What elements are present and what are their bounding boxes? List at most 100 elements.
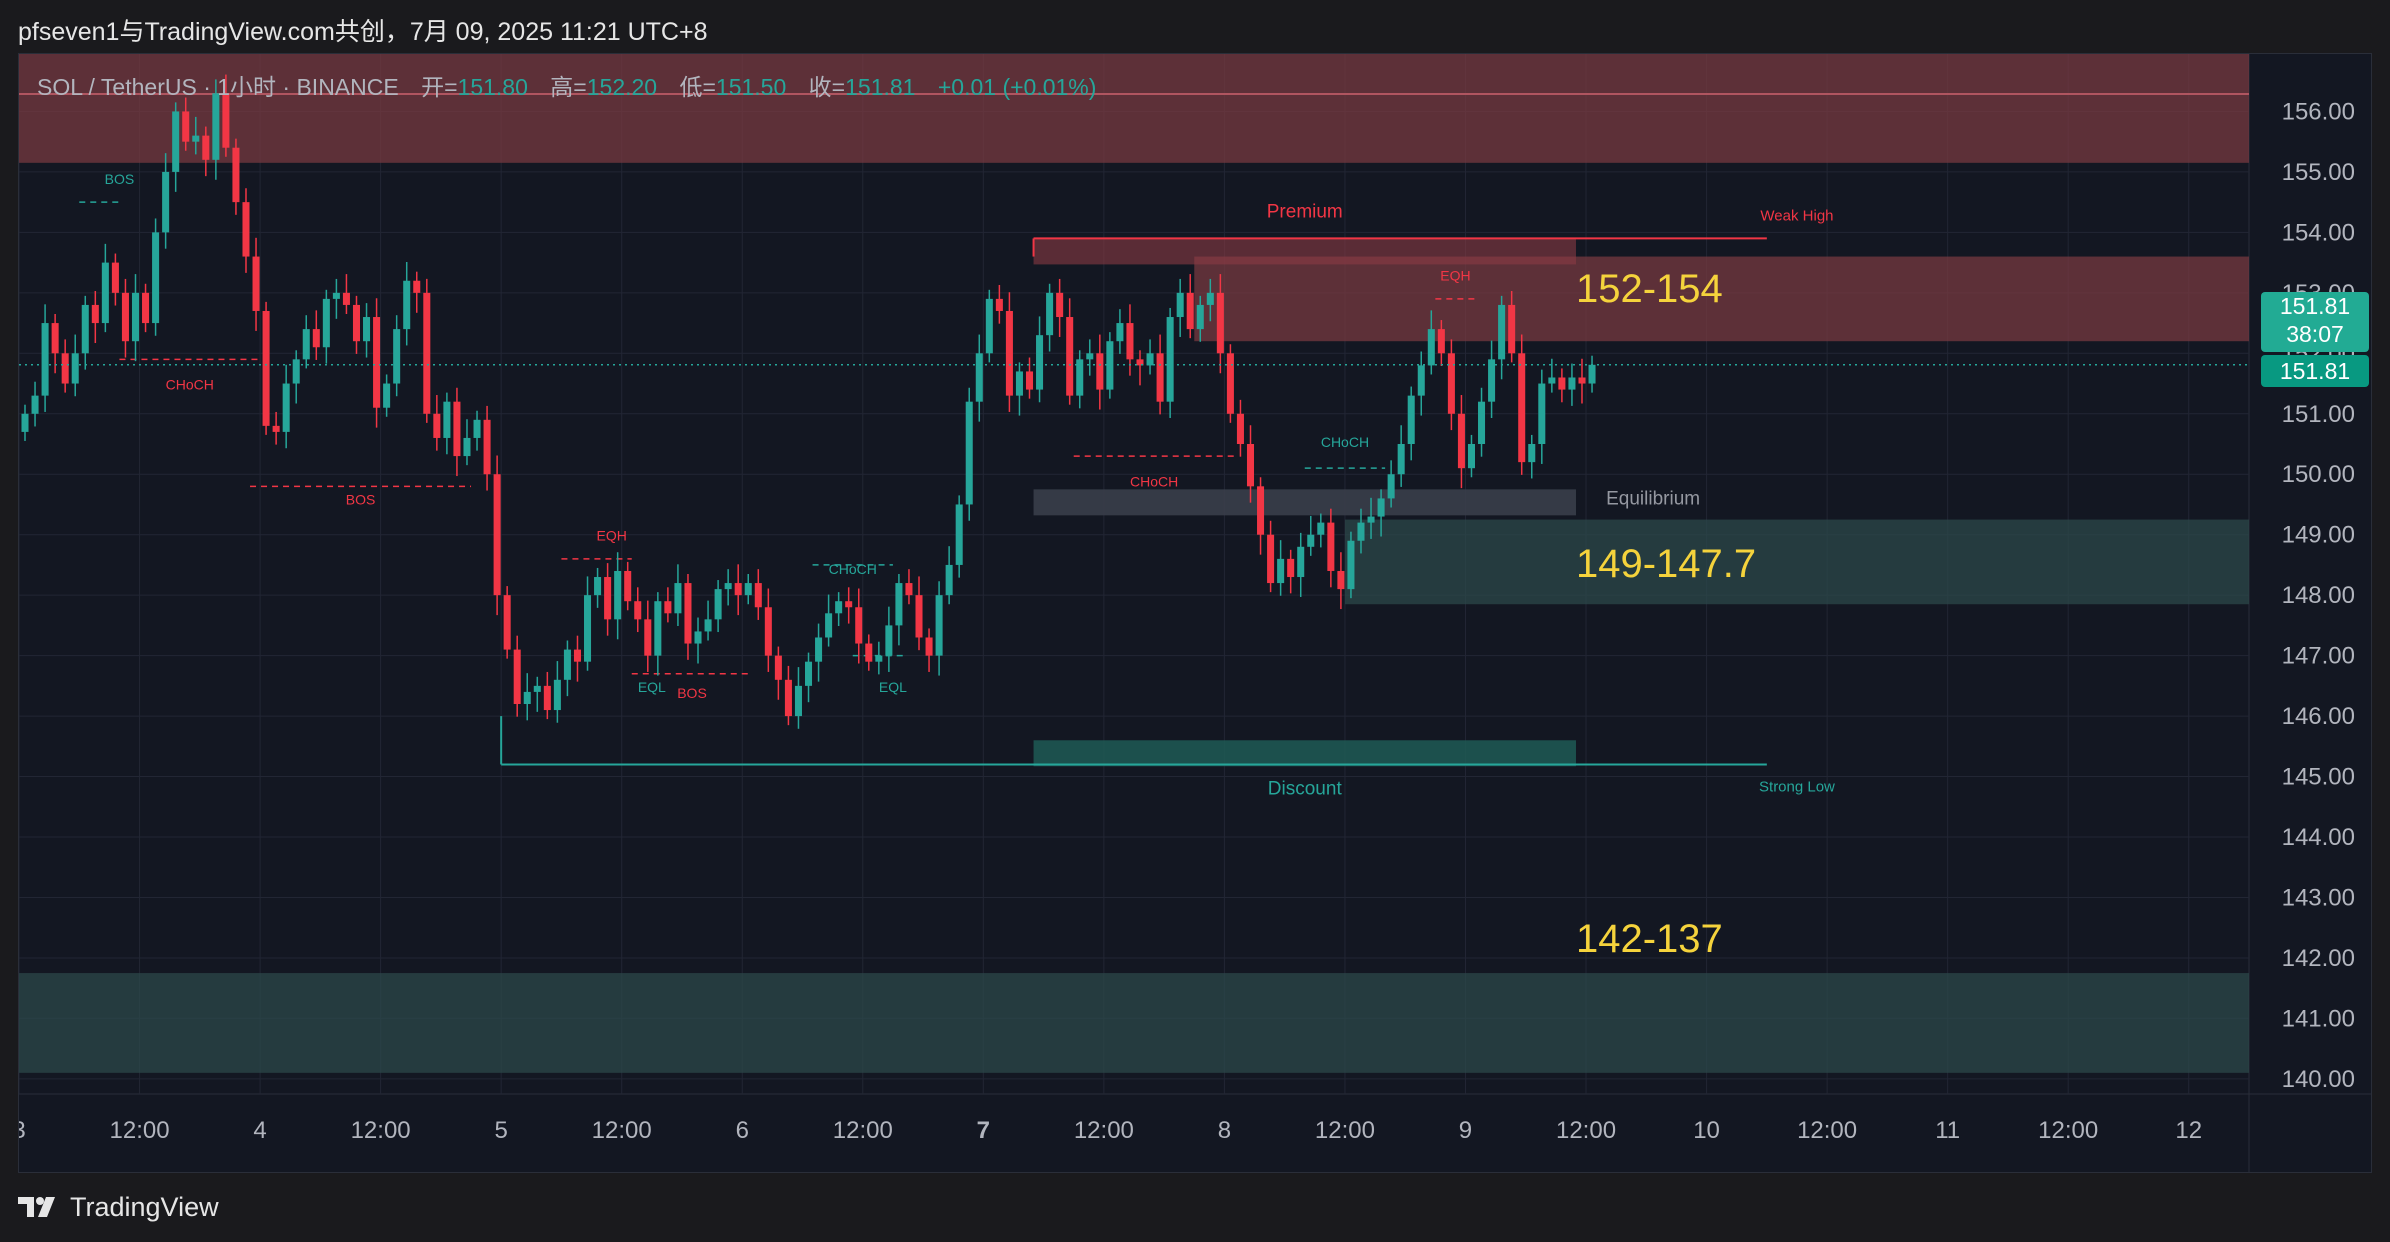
time-axis-label: 3 xyxy=(19,1117,26,1144)
structure-label: EQH xyxy=(596,528,626,544)
demand-zone xyxy=(19,973,2249,1073)
price-target-annotation: 152-154 xyxy=(1576,267,1723,311)
candlestick-chart[interactable]: 156.00155.00154.00153.00152.00151.00150.… xyxy=(19,54,2371,1172)
candle-body xyxy=(1427,329,1435,366)
structure-label: CHoCH xyxy=(829,561,877,577)
time-axis-label: 10 xyxy=(1693,1117,1720,1144)
candle-body xyxy=(252,256,260,311)
open-label: 开= xyxy=(421,74,458,100)
candle-body xyxy=(1036,335,1044,390)
candle-body xyxy=(332,292,340,299)
candle-body xyxy=(111,262,119,293)
symbol-name[interactable]: SOL / TetherUS · 1小时 · BINANCE xyxy=(37,74,399,100)
candle-body xyxy=(131,292,140,342)
candle-body xyxy=(1076,359,1084,396)
discount-label: Discount xyxy=(1268,779,1343,800)
candle-body xyxy=(764,607,772,656)
candle-body xyxy=(935,595,943,656)
time-axis-label: 12:00 xyxy=(1556,1117,1616,1144)
symbol-legend: SOL / TetherUS · 1小时 · BINANCE 开=151.80 … xyxy=(37,68,1096,102)
close-label: 收= xyxy=(808,74,846,100)
candle-body xyxy=(563,649,571,680)
candle-body xyxy=(272,425,280,432)
candle-body xyxy=(1015,371,1023,396)
price-axis-label: 149.00 xyxy=(2282,522,2355,549)
high-value: 152.20 xyxy=(586,74,658,100)
candle-body xyxy=(1498,304,1506,360)
time-axis-label: 12:00 xyxy=(1797,1117,1857,1144)
footer-brand[interactable]: TradingView xyxy=(18,1186,219,1228)
price-axis-label: 151.00 xyxy=(2282,401,2355,428)
time-axis-label: 8 xyxy=(1218,1117,1231,1144)
candle-body xyxy=(1387,474,1395,499)
countdown-value: 38:07 xyxy=(2286,321,2344,347)
price-line-value: 151.81 xyxy=(2279,358,2351,384)
candle-body xyxy=(503,595,511,650)
time-axis-label: 12 xyxy=(2175,1117,2202,1144)
candle-body xyxy=(865,643,873,662)
equilibrium-label: Equilibrium xyxy=(1606,488,1700,509)
price-line-tag: 151.81 xyxy=(2261,355,2369,387)
candle-body xyxy=(413,280,421,293)
candle-body xyxy=(1327,522,1335,571)
footer-brand-name: TradingView xyxy=(70,1192,219,1222)
candle-body xyxy=(1347,540,1355,590)
candle-body xyxy=(1146,353,1154,366)
candle-body xyxy=(1086,353,1094,360)
candle-body xyxy=(312,329,320,348)
candle-body xyxy=(624,570,632,602)
candle-body xyxy=(604,577,612,620)
candle-body xyxy=(1005,310,1013,396)
candle-body xyxy=(1568,377,1576,390)
candle-body xyxy=(1447,353,1455,414)
candle-body xyxy=(1156,353,1164,402)
candle-body xyxy=(664,601,672,614)
chart-frame[interactable]: 156.00155.00154.00153.00152.00151.00150.… xyxy=(18,53,2372,1173)
candle-body xyxy=(774,655,782,680)
weak-high-label: Weak High xyxy=(1760,207,1833,224)
candle-body xyxy=(342,292,350,305)
last-price-tag: 151.81 38:07 xyxy=(2261,292,2369,352)
structure-label: EQH xyxy=(1440,268,1470,284)
candle-body xyxy=(242,202,250,257)
tradingview-logo-icon xyxy=(18,1197,55,1217)
candle-body xyxy=(925,637,933,656)
candle-body xyxy=(1578,377,1586,384)
candle-body xyxy=(794,685,802,717)
candle-body xyxy=(1246,444,1255,487)
candle-body xyxy=(845,601,853,608)
candle-body xyxy=(1437,329,1445,354)
price-axis-label: 143.00 xyxy=(2282,884,2355,911)
price-axis-label: 146.00 xyxy=(2282,703,2355,730)
candle-body xyxy=(1196,304,1204,330)
time-axis-label: 12:00 xyxy=(351,1117,411,1144)
candle-body xyxy=(523,691,531,704)
candle-body xyxy=(905,583,913,596)
candle-body xyxy=(1367,516,1375,523)
candle-body xyxy=(1377,498,1385,517)
candle-body xyxy=(1558,377,1566,390)
structure-label: BOS xyxy=(677,685,707,701)
candle-body xyxy=(71,353,79,384)
price-target-annotation: 149-147.7 xyxy=(1576,542,1756,586)
candle-body xyxy=(804,661,813,686)
price-target-annotation: 142-137 xyxy=(1576,917,1723,961)
price-axis-label: 141.00 xyxy=(2282,1005,2355,1032)
candle-body xyxy=(81,304,89,354)
candle-body xyxy=(121,292,129,342)
high-label: 高= xyxy=(550,74,587,100)
candle-body xyxy=(1277,558,1285,584)
candle-body xyxy=(1166,317,1174,402)
structure-label: EQL xyxy=(879,679,907,695)
candle-body xyxy=(232,147,240,203)
candle-body xyxy=(202,135,210,160)
candle-body xyxy=(423,292,431,414)
candle-body xyxy=(995,298,1003,311)
candle-body xyxy=(1066,317,1074,396)
candle-body xyxy=(1467,444,1476,469)
candle-body xyxy=(1236,413,1244,444)
candle-body xyxy=(1417,365,1425,396)
candle-body xyxy=(594,577,602,596)
candle-body xyxy=(1216,292,1224,354)
candle-body xyxy=(192,135,200,142)
